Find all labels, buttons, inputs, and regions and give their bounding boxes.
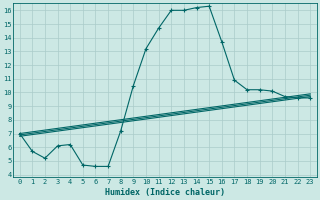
X-axis label: Humidex (Indice chaleur): Humidex (Indice chaleur)	[105, 188, 225, 197]
